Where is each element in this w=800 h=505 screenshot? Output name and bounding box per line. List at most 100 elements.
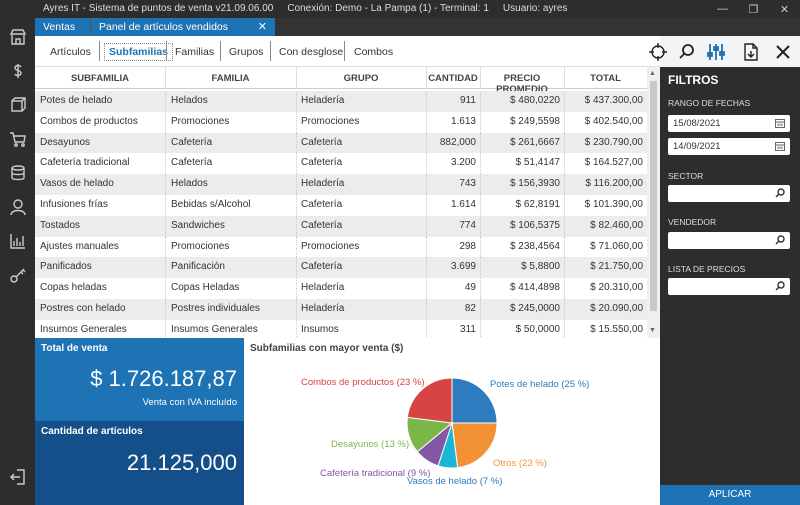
column-header[interactable]: PRECIO PROMEDIO xyxy=(496,73,548,95)
subnav-subfamilias[interactable]: Subfamilias xyxy=(104,43,173,61)
close-icon[interactable]: ✕ xyxy=(257,21,267,33)
store-icon[interactable] xyxy=(7,26,28,47)
divider xyxy=(480,319,481,338)
chart-icon[interactable] xyxy=(7,230,28,251)
filter-sliders-icon[interactable] xyxy=(706,42,726,62)
table-cell: Tostados xyxy=(40,219,81,231)
table-row[interactable]: Panificados Panificación Cafetería 3.699 $ 5… xyxy=(35,257,647,279)
table-row[interactable]: Postres con helado Postres individuales He… xyxy=(35,298,647,320)
vendedor-field[interactable] xyxy=(668,232,790,249)
table-row[interactable]: Potes de helado Helados Heladería 911 $ 480,… xyxy=(35,91,647,112)
table-row[interactable]: Desayunos Cafetería Cafetería 882,000 $ 261,… xyxy=(35,132,647,154)
table-row[interactable]: Tostados Sandwiches Cafetería 774 $ 106,5375… xyxy=(35,215,647,237)
close-window-button[interactable]: ✕ xyxy=(779,3,790,16)
calendar-icon[interactable] xyxy=(775,141,785,151)
date-to-field[interactable]: 14/09/2021 xyxy=(668,138,790,155)
dollar-icon[interactable] xyxy=(7,60,28,81)
total-sales-card: Total de venta $ 1.726.187,87 Venta con … xyxy=(35,338,244,421)
minimize-button[interactable]: — xyxy=(717,3,728,15)
apply-button[interactable]: APLICAR xyxy=(660,485,800,505)
subnav-grupos[interactable]: Grupos xyxy=(229,46,264,58)
divider xyxy=(296,278,297,299)
cart-icon[interactable] xyxy=(7,128,28,149)
lista-precios-field[interactable] xyxy=(668,278,790,295)
date-to-value: 14/09/2021 xyxy=(673,141,721,152)
subnav-combos[interactable]: Combos xyxy=(354,46,394,58)
table-cell: $ 20.090,00 xyxy=(590,302,643,314)
table-cell: Cafetería xyxy=(171,136,213,148)
pie-slice[interactable] xyxy=(451,422,498,469)
column-header[interactable]: TOTAL xyxy=(590,73,621,84)
export-icon[interactable] xyxy=(741,42,761,62)
maximize-button[interactable]: ❐ xyxy=(748,3,759,16)
sub-navigation: Artículos Subfamilias Familias Grupos Co… xyxy=(35,36,790,67)
divider xyxy=(480,67,481,89)
divider xyxy=(165,194,166,216)
chevron-up-icon[interactable]: ▲ xyxy=(649,70,656,77)
divider xyxy=(564,67,565,89)
divider xyxy=(564,194,565,216)
divider xyxy=(480,174,481,195)
table-cell: 3.699 xyxy=(450,261,476,273)
pie-label-vasos: Vasos de helado (7 %) xyxy=(407,476,503,487)
divider xyxy=(165,174,166,195)
table-row[interactable]: Insumos Generales Insumos Generales Insumo… xyxy=(35,319,647,338)
divider xyxy=(564,215,565,237)
table-cell: Insumos xyxy=(301,323,339,335)
table-cell: 82 xyxy=(464,302,476,314)
divider xyxy=(426,215,427,237)
vertical-scrollbar[interactable]: ▲ ▼ xyxy=(647,67,660,338)
subnav-articulos[interactable]: Artículos xyxy=(50,46,91,58)
divider xyxy=(564,319,565,338)
pie-slice[interactable] xyxy=(406,377,453,424)
table-cell: Copas heladas xyxy=(40,282,107,294)
table-cell: Combos de productos xyxy=(40,115,138,127)
divider xyxy=(480,194,481,216)
table-row[interactable]: Vasos de helado Helados Heladería 743 $ 156,… xyxy=(35,174,647,195)
column-header[interactable]: CANTIDAD xyxy=(428,73,478,84)
column-header[interactable]: FAMILIA xyxy=(211,73,250,84)
table-cell: $ 62,8191 xyxy=(515,198,561,210)
close-icon[interactable] xyxy=(773,42,793,62)
divider xyxy=(480,257,481,279)
box-icon[interactable] xyxy=(7,94,28,115)
logout-icon[interactable] xyxy=(7,466,28,487)
divider xyxy=(564,153,565,175)
table-row[interactable]: Ajustes manuales Promociones Promociones 29… xyxy=(35,236,647,258)
divider xyxy=(564,111,565,133)
chart-title: Subfamilias con mayor venta ($) xyxy=(250,343,404,354)
database-icon[interactable] xyxy=(7,162,28,183)
chevron-down-icon[interactable]: ▼ xyxy=(649,327,656,334)
keys-icon[interactable] xyxy=(7,264,28,285)
table-cell: Potes de helado xyxy=(40,95,113,106)
table-cell: Promociones xyxy=(171,240,230,252)
search-icon[interactable] xyxy=(677,42,697,62)
table-cell: Cafetería xyxy=(171,157,213,169)
tab-ventas[interactable]: Ventas xyxy=(35,18,90,36)
table-cell: Cafetería xyxy=(301,198,343,210)
pie-slice[interactable] xyxy=(451,377,498,424)
subnav-con-desglose[interactable]: Con desglose xyxy=(279,46,344,58)
table-row[interactable]: Cafetería tradicional Cafetería Cafetería 3… xyxy=(35,153,647,175)
divider xyxy=(165,91,166,112)
search-icon[interactable] xyxy=(775,281,785,291)
table-cell: Panificados xyxy=(40,261,92,273)
column-header[interactable]: GRUPO xyxy=(343,73,379,84)
search-icon[interactable] xyxy=(775,235,785,245)
sector-field[interactable] xyxy=(668,185,790,202)
target-icon[interactable] xyxy=(648,42,668,62)
scroll-thumb[interactable] xyxy=(650,81,657,311)
divider xyxy=(165,257,166,279)
user-icon[interactable] xyxy=(7,196,28,217)
table-row[interactable]: Infusiones frías Bebidas s/Alcohol Cafeter… xyxy=(35,194,647,216)
table-row[interactable]: Copas heladas Copas Heladas Heladería 49 $ 4… xyxy=(35,278,647,299)
calendar-icon[interactable] xyxy=(775,118,785,128)
date-from-field[interactable]: 15/08/2021 xyxy=(668,115,790,132)
article-count-value: 21.125,000 xyxy=(126,450,237,475)
table-row[interactable]: Combos de productos Promociones Promocione… xyxy=(35,111,647,133)
tab-panel-articulos[interactable]: Panel de artículos vendidos ✕ xyxy=(90,18,275,36)
column-header[interactable]: SUBFAMILIA xyxy=(70,73,130,84)
search-icon[interactable] xyxy=(775,188,785,198)
user-info: Usuario: ayres xyxy=(502,3,568,14)
subnav-familias[interactable]: Familias xyxy=(175,46,215,58)
